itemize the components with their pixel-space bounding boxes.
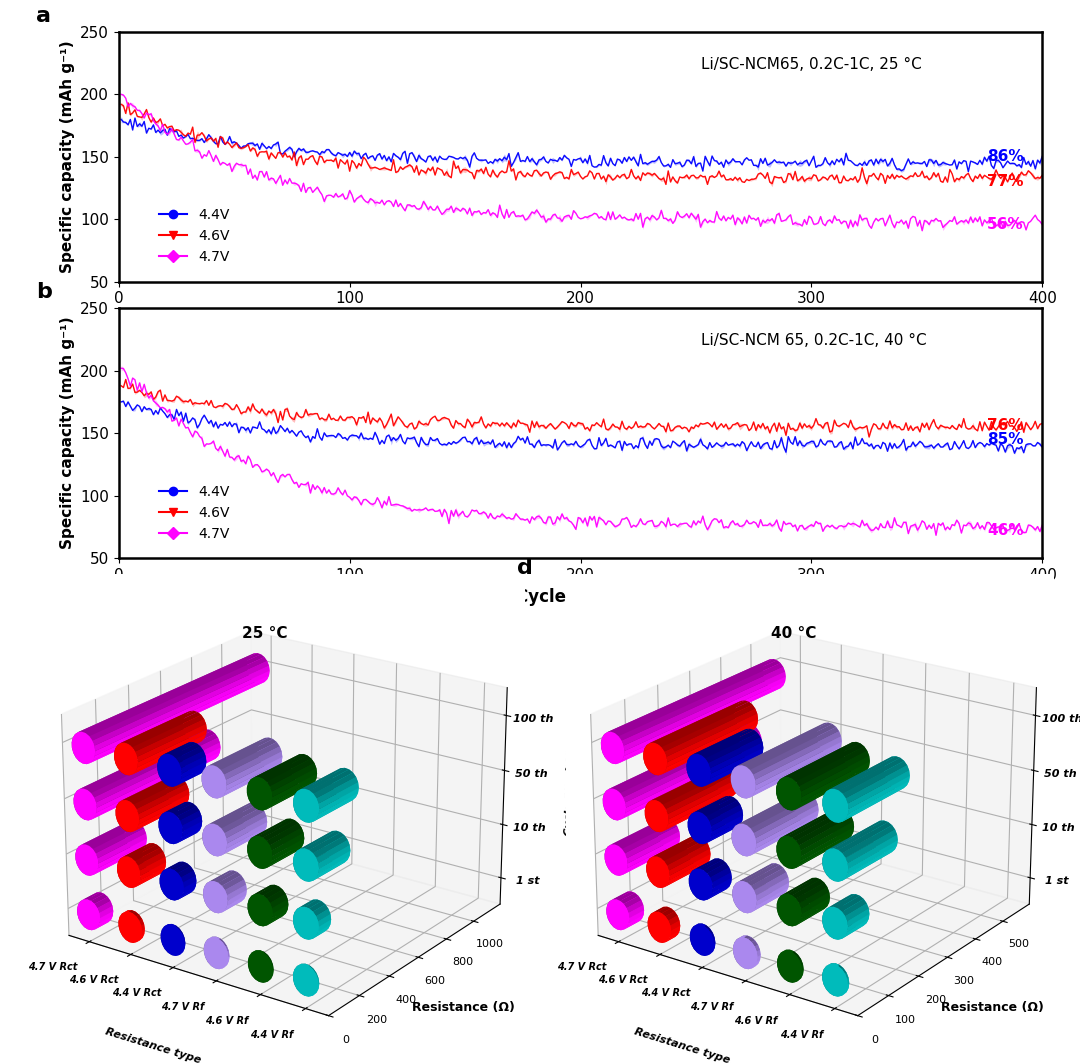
Text: b: b: [36, 283, 52, 302]
Y-axis label: Specific capacity (mAh g⁻¹): Specific capacity (mAh g⁻¹): [59, 317, 75, 550]
X-axis label: Resistance type: Resistance type: [634, 1027, 731, 1063]
Y-axis label: Resistance (Ω): Resistance (Ω): [941, 1001, 1044, 1014]
Text: 85%: 85%: [987, 432, 1024, 446]
Text: Li/SC-NCM65, 0.2C-1C, 25 °C: Li/SC-NCM65, 0.2C-1C, 25 °C: [701, 57, 921, 72]
X-axis label: Cycle number: Cycle number: [516, 588, 645, 606]
Legend: 4.4V, 4.6V, 4.7V: 4.4V, 4.6V, 4.7V: [153, 479, 235, 546]
Text: 46%: 46%: [987, 523, 1024, 538]
X-axis label: Cycle number: Cycle number: [516, 311, 645, 330]
Y-axis label: Resistance (Ω): Resistance (Ω): [411, 1001, 515, 1014]
Text: 40 °C: 40 °C: [771, 626, 816, 641]
Legend: 4.4V, 4.6V, 4.7V: 4.4V, 4.6V, 4.7V: [153, 203, 235, 270]
Text: a: a: [36, 6, 51, 26]
Y-axis label: Specific capacity (mAh g⁻¹): Specific capacity (mAh g⁻¹): [59, 40, 75, 273]
Text: 77%: 77%: [987, 174, 1024, 189]
Legend: 4.7 V R$_{ct}$, 4.6 V R$_{ct}$, 4.4 V R$_{ct}$, 4.7 V R$_f$, 4.6 V R$_f$, 4.4 V : 4.7 V R$_{ct}$, 4.6 V R$_{ct}$, 4.4 V R$…: [699, 579, 788, 699]
Text: 76%: 76%: [987, 418, 1024, 434]
Text: 25 °C: 25 °C: [242, 626, 287, 641]
X-axis label: Resistance type: Resistance type: [105, 1027, 202, 1063]
Text: d: d: [516, 558, 532, 578]
Text: 56%: 56%: [987, 217, 1024, 232]
Text: Li/SC-NCM 65, 0.2C-1C, 40 °C: Li/SC-NCM 65, 0.2C-1C, 40 °C: [701, 334, 927, 349]
Text: 86%: 86%: [987, 149, 1024, 165]
